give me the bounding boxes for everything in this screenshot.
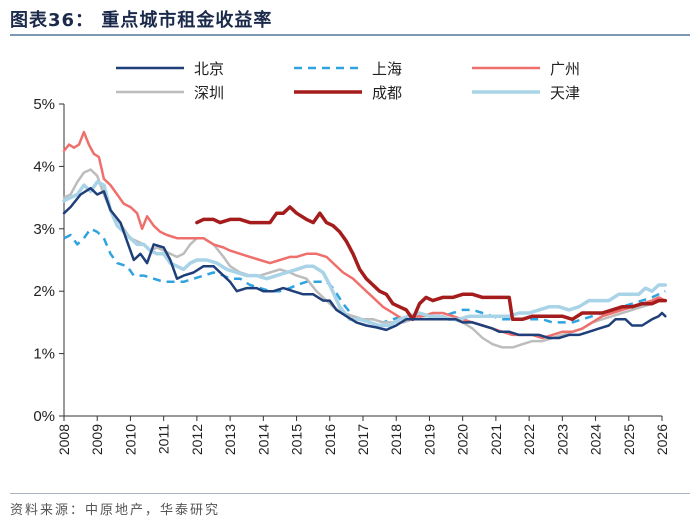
series-line-2 — [63, 227, 666, 324]
y-tick-label: 4% — [33, 158, 55, 175]
x-tick-label: 2015 — [289, 424, 305, 455]
y-tick-label: 1% — [33, 346, 55, 363]
x-tick-label: 2024 — [588, 424, 604, 455]
legend-label-2: 上海 — [372, 61, 402, 78]
axes: 0% 1% 2% 3% 4% 5% 2008 2009 2010 2011 2012 2013 2014… — [33, 96, 670, 455]
x-tick-label: 2018 — [388, 424, 404, 455]
x-tick-label: 2020 — [455, 424, 471, 455]
x-tick-label: 2021 — [488, 424, 504, 455]
x-tick-label: 2025 — [621, 424, 637, 455]
x-tick-label: 2008 — [56, 424, 72, 455]
plot-area — [62, 130, 668, 349]
source-note: 资料来源：中原地产，华泰研究 — [10, 503, 221, 518]
x-tick-label: 2010 — [122, 424, 138, 455]
legend-label-6: 天津 — [550, 85, 580, 102]
legend-label-4: 深圳 — [194, 85, 224, 102]
legend-label-1: 北京 — [194, 61, 224, 78]
x-tick-label: 2011 — [156, 424, 172, 454]
y-tick-label: 5% — [33, 96, 55, 113]
legend-label-5: 成都 — [372, 85, 402, 102]
x-tick-label: 2017 — [355, 424, 371, 455]
x-tick-label: 2023 — [554, 424, 570, 455]
y-tick-label: 2% — [33, 283, 55, 300]
x-tick-label: 2012 — [189, 424, 205, 455]
figure-title: 图表36： 重点城市租金收益率 — [10, 10, 273, 31]
legend-label-3: 广州 — [550, 61, 580, 78]
x-tick-label: 2016 — [322, 424, 338, 455]
x-tick-label: 2013 — [222, 424, 238, 455]
title-rule — [10, 34, 690, 36]
source-rule — [10, 493, 690, 494]
x-tick-label: 2019 — [421, 424, 437, 455]
series-line-1 — [62, 186, 667, 340]
y-tick-label: 0% — [33, 408, 55, 425]
series-line-3 — [62, 130, 667, 340]
x-tick-label: 2014 — [255, 424, 271, 455]
y-tick-label: 3% — [33, 221, 55, 238]
x-tick-label: 2009 — [89, 424, 105, 455]
x-tick-label: 2026 — [654, 424, 670, 455]
series-line-5 — [195, 205, 668, 322]
x-tick-label: 2022 — [521, 424, 537, 455]
series-line-6 — [62, 180, 668, 328]
